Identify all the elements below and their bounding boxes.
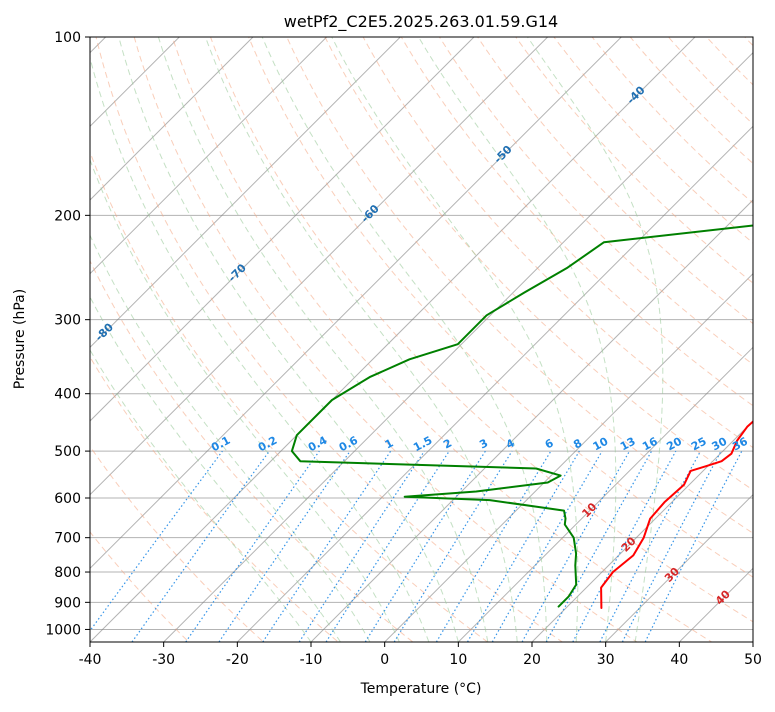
mixing-ratio-line bbox=[185, 450, 320, 642]
moist-adiabat-line bbox=[261, 37, 548, 642]
mixing-ratio-line bbox=[545, 450, 653, 642]
dry-adiabat-line bbox=[591, 37, 753, 204]
moist-adiabat-line bbox=[204, 37, 518, 642]
x-axis-label: Temperature (°C) bbox=[360, 681, 482, 697]
mixing-ratio-line bbox=[393, 450, 513, 642]
mixing-ratio-label: 25 bbox=[689, 435, 709, 454]
mixing-ratio-line bbox=[218, 450, 351, 642]
moist-adiabat-line bbox=[90, 55, 430, 642]
dry-adiabat-line bbox=[95, 37, 564, 642]
mixing-ratio-label: 16 bbox=[640, 435, 660, 454]
y-tick-label: 300 bbox=[54, 313, 81, 329]
mixing-ratio-label: 20 bbox=[664, 435, 684, 454]
dry-adiabat-line bbox=[362, 37, 753, 449]
moist-adiabat-line bbox=[418, 37, 617, 642]
x-tick-label: 10 bbox=[449, 652, 467, 668]
isotherm-line bbox=[90, 37, 254, 201]
mixing-ratio-line bbox=[364, 450, 486, 642]
mixing-ratio-line bbox=[435, 450, 552, 642]
isotherm-line bbox=[457, 346, 753, 642]
x-tick-label: -20 bbox=[226, 652, 249, 668]
y-axis-label: Pressure (hPa) bbox=[12, 289, 28, 389]
dry-adiabat-line bbox=[324, 37, 753, 491]
x-tick-label: -40 bbox=[79, 652, 102, 668]
y-tick-label: 600 bbox=[54, 491, 81, 507]
temperature-profile-line bbox=[600, 420, 753, 609]
moist-adiabat-line bbox=[90, 158, 400, 642]
axes: -40 -30 -20 -10 0 10 20 30 40 50 100 200 300 400 500 60… bbox=[45, 30, 762, 668]
mixing-ratio-line bbox=[325, 450, 450, 642]
isotherm-line bbox=[90, 37, 623, 570]
y-tick-label: 900 bbox=[54, 595, 81, 611]
dry-adiabat-line bbox=[553, 37, 753, 244]
y-tick-label: 200 bbox=[54, 208, 81, 224]
isotherm-line bbox=[90, 37, 696, 642]
x-tick-label: 40 bbox=[670, 652, 688, 668]
dry-adiabat-line bbox=[90, 531, 190, 642]
mixing-ratio-line bbox=[491, 450, 603, 642]
isotherm-line bbox=[162, 51, 753, 642]
dry-adiabat-line bbox=[210, 37, 753, 623]
mixing-ratio-line bbox=[90, 450, 223, 632]
isotherm-line bbox=[90, 37, 549, 496]
moist-adiabat-line bbox=[90, 296, 341, 642]
mixing-ratio-line bbox=[466, 450, 580, 642]
dry-adiabat-line bbox=[171, 37, 713, 642]
mixing-ratio-label: 36 bbox=[730, 435, 750, 454]
moist-adiabat-line bbox=[90, 349, 312, 642]
isotherm-line bbox=[531, 420, 753, 642]
isotherm-line bbox=[236, 125, 753, 642]
x-tick-label: 20 bbox=[523, 652, 541, 668]
mixing-ratio-label: 30 bbox=[710, 435, 730, 454]
moist-adiabat-line bbox=[527, 37, 664, 642]
dry-adiabat-line bbox=[286, 37, 753, 534]
dry-adiabat-line bbox=[400, 37, 753, 407]
isotherm-line bbox=[90, 37, 402, 349]
moist-adiabat-line bbox=[118, 37, 459, 642]
x-tick-label: 0 bbox=[380, 652, 389, 668]
dewpoint-profile-line bbox=[290, 224, 753, 608]
dry-adiabat-line bbox=[515, 37, 753, 284]
x-tick-label: 50 bbox=[744, 652, 762, 668]
dry-adiabat-line bbox=[248, 37, 753, 578]
y-tick-label: 100 bbox=[54, 30, 81, 46]
y-tick-label: 1000 bbox=[45, 622, 81, 638]
x-tick-label: -10 bbox=[300, 652, 323, 668]
y-tick-label: 500 bbox=[54, 444, 81, 460]
moist-adiabat-line bbox=[157, 37, 489, 642]
isotherm-line bbox=[310, 199, 753, 642]
y-tick-label: 400 bbox=[54, 387, 81, 403]
mixing-ratio-label: 13 bbox=[618, 435, 638, 454]
x-tick-label: 30 bbox=[597, 652, 615, 668]
x-tick-label: -30 bbox=[152, 652, 175, 668]
mixing-ratio-line bbox=[572, 450, 677, 642]
isotherm-line bbox=[90, 37, 328, 275]
y-tick-label: 800 bbox=[54, 565, 81, 581]
plot-lines bbox=[90, 37, 753, 642]
chart-title: wetPf2_C2E5.2025.263.01.59.G14 bbox=[284, 12, 558, 32]
y-tick-label: 700 bbox=[54, 531, 81, 547]
dry-adiabat-line bbox=[90, 356, 339, 642]
plot-frame bbox=[89, 36, 754, 643]
moist-adiabat-line bbox=[90, 234, 371, 642]
isotherm-line bbox=[90, 37, 475, 422]
isotherm-line bbox=[383, 272, 753, 642]
dry-adiabat-line bbox=[90, 259, 414, 642]
moist-adiabat-line bbox=[331, 37, 579, 642]
mixing-ratio-label: 10 bbox=[591, 435, 611, 454]
isotherm-line bbox=[604, 493, 753, 642]
mixing-ratio-line bbox=[131, 450, 270, 642]
dry-adiabat-line bbox=[133, 37, 638, 642]
